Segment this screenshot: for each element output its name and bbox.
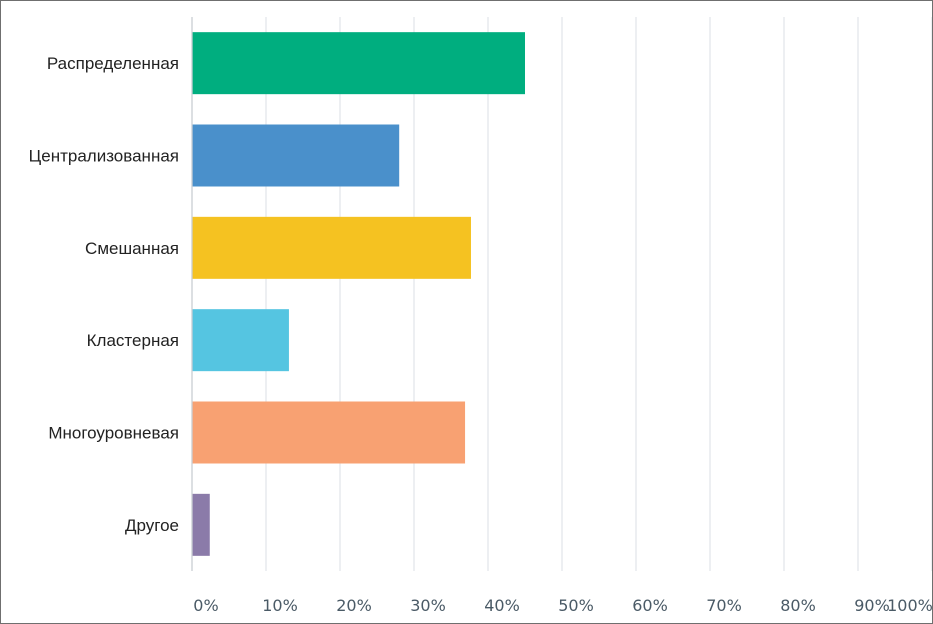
category-label: Распределенная — [47, 54, 179, 73]
x-tick-label: 60% — [632, 596, 668, 615]
x-tick-label: 0% — [193, 596, 218, 615]
bar — [192, 32, 525, 95]
x-tick-label: 50% — [558, 596, 594, 615]
bar — [192, 216, 471, 279]
bar — [192, 401, 466, 464]
x-tick-label: 30% — [410, 596, 446, 615]
x-tick-label: 90% — [854, 596, 890, 615]
bars — [192, 32, 525, 556]
bar — [192, 309, 289, 372]
bar — [192, 124, 400, 187]
bar — [192, 493, 210, 556]
x-tick-label: 20% — [336, 596, 372, 615]
category-label: Смешанная — [85, 239, 179, 258]
x-tick-label: 80% — [780, 596, 816, 615]
category-labels: Распределенная Централизованная Смешанная К… — [29, 54, 179, 535]
x-tick-label: 10% — [262, 596, 298, 615]
category-label: Кластерная — [87, 331, 179, 350]
x-tick-label: 70% — [706, 596, 742, 615]
category-label: Другое — [125, 516, 179, 535]
category-label: Многоуровневая — [48, 424, 179, 443]
gridlines — [265, 17, 932, 571]
x-tick-label: 100% — [887, 596, 932, 615]
x-tick-labels: 0% 10% 20% 30% 40% 50% 60% 70% 80% 90%100% — [193, 596, 932, 615]
category-label: Централизованная — [29, 147, 179, 166]
x-tick-label: 40% — [484, 596, 520, 615]
